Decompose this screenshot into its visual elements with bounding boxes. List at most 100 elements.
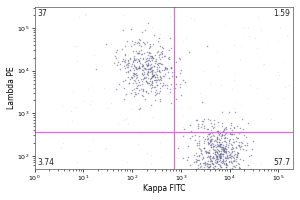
Point xyxy=(215,156,220,159)
Point xyxy=(149,76,154,79)
Point xyxy=(152,79,157,82)
Point xyxy=(237,144,242,147)
Point xyxy=(160,52,164,55)
Point xyxy=(214,169,219,172)
Point xyxy=(150,75,155,78)
Point xyxy=(157,52,162,55)
Point xyxy=(125,39,130,43)
Point xyxy=(200,122,205,126)
Point xyxy=(147,52,152,55)
Point xyxy=(146,71,150,74)
Point xyxy=(124,117,129,120)
Point xyxy=(202,127,206,130)
Point xyxy=(226,153,231,156)
Point xyxy=(166,57,170,60)
Point xyxy=(135,142,140,145)
Point xyxy=(237,141,242,144)
Point xyxy=(197,147,202,150)
Point xyxy=(144,90,149,93)
Point xyxy=(159,53,164,56)
Point xyxy=(224,170,229,174)
Point xyxy=(228,159,233,162)
Point xyxy=(241,134,246,137)
Point xyxy=(150,75,154,78)
Point xyxy=(206,128,211,131)
Point xyxy=(178,58,183,61)
Point xyxy=(214,161,219,165)
Point xyxy=(251,130,256,133)
Point xyxy=(141,69,146,72)
Point xyxy=(82,13,87,16)
Point xyxy=(143,75,148,78)
Point xyxy=(181,40,186,43)
Point xyxy=(211,143,216,146)
Point xyxy=(146,82,150,85)
Point xyxy=(206,168,211,171)
Point xyxy=(250,147,254,150)
Point xyxy=(174,82,179,85)
Point xyxy=(152,74,157,77)
Point xyxy=(216,162,220,165)
Point xyxy=(205,155,210,159)
Point xyxy=(206,167,211,171)
Point xyxy=(215,156,220,159)
Point xyxy=(218,161,223,164)
Point xyxy=(167,56,172,59)
Point xyxy=(153,81,158,84)
Point xyxy=(258,55,262,58)
Point xyxy=(145,152,150,155)
Point xyxy=(152,91,157,94)
Point xyxy=(133,57,138,60)
Point xyxy=(134,76,139,79)
Point xyxy=(126,71,130,74)
Point xyxy=(242,144,247,147)
Point xyxy=(223,144,227,147)
Point xyxy=(207,155,212,158)
Point xyxy=(203,149,208,152)
Point xyxy=(125,62,130,65)
Point xyxy=(218,146,222,149)
Point xyxy=(147,108,152,111)
Point xyxy=(216,166,221,169)
Point xyxy=(208,154,212,157)
Point xyxy=(225,137,230,140)
Point xyxy=(216,145,220,148)
Point xyxy=(168,101,173,104)
Point xyxy=(169,66,173,69)
Point xyxy=(218,155,223,159)
Point xyxy=(188,136,193,139)
Point xyxy=(206,133,211,136)
Point xyxy=(133,66,138,69)
Point xyxy=(150,71,155,74)
Point xyxy=(211,123,216,126)
Point xyxy=(206,137,211,140)
Point xyxy=(214,150,219,153)
Point xyxy=(142,98,147,101)
Point xyxy=(136,114,141,117)
Point xyxy=(144,64,149,67)
Point xyxy=(200,167,204,170)
Point xyxy=(135,60,140,64)
Point xyxy=(213,161,218,164)
Point xyxy=(230,147,235,151)
Point xyxy=(121,80,126,83)
Point xyxy=(241,26,246,30)
Point xyxy=(152,85,157,88)
Point xyxy=(209,131,214,135)
Point xyxy=(197,134,202,137)
Point xyxy=(230,149,235,152)
Point xyxy=(220,152,225,156)
Point xyxy=(220,130,225,133)
Point xyxy=(133,72,137,75)
Point xyxy=(173,74,178,77)
Point xyxy=(210,182,215,186)
Point xyxy=(128,68,133,71)
Point xyxy=(147,80,152,83)
Point xyxy=(130,49,135,53)
Point xyxy=(216,178,220,181)
Point xyxy=(151,64,156,67)
Point xyxy=(216,130,220,133)
Point xyxy=(218,165,223,169)
Point xyxy=(154,67,159,70)
Point xyxy=(178,71,182,74)
